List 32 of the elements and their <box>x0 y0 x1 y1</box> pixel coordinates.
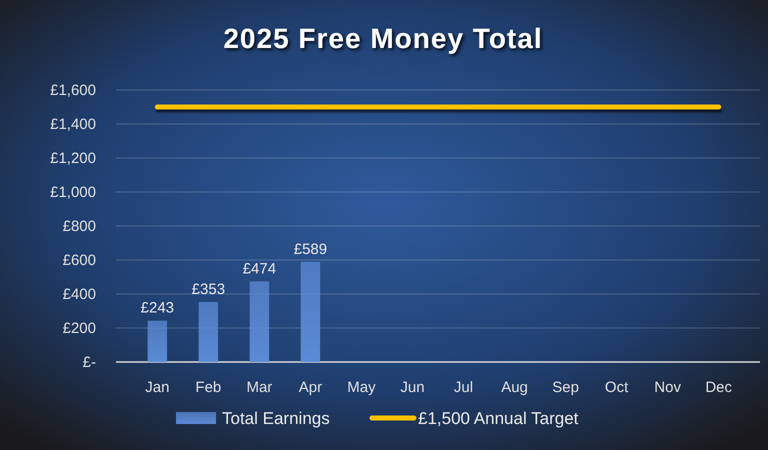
x-tick-label: May <box>347 379 376 396</box>
y-tick-label: £800 <box>62 218 96 235</box>
y-tick-label: £600 <box>62 252 96 269</box>
data-label: £589 <box>294 240 328 258</box>
x-tick-label: Jan <box>145 379 170 396</box>
bar <box>148 320 168 362</box>
chart-title: 2025 Free Money Total <box>223 23 543 54</box>
x-tick-label: Dec <box>705 379 732 396</box>
y-tick-label: £- <box>82 354 96 371</box>
x-tick-label: Apr <box>298 379 322 396</box>
x-tick-label: Oct <box>604 379 630 396</box>
y-tick-label: £1,000 <box>50 184 96 201</box>
legend-label: £1,500 Annual Target <box>418 409 579 428</box>
x-tick-label: Feb <box>195 379 222 396</box>
legend-label: Total Earnings <box>222 409 330 428</box>
data-label: £353 <box>192 280 226 298</box>
y-tick-label: £1,200 <box>50 150 96 167</box>
x-tick-label: Sep <box>552 379 579 396</box>
y-tick-label: £1,400 <box>50 116 96 133</box>
bar <box>300 262 320 362</box>
x-tick-label: Aug <box>501 379 528 396</box>
x-tick-label: Jul <box>454 379 474 396</box>
data-label: £243 <box>140 300 174 317</box>
x-tick-label: Nov <box>654 379 682 396</box>
x-tick-label: Jun <box>400 379 425 396</box>
x-tick-label: Mar <box>246 379 272 396</box>
y-tick-label: £1,600 <box>50 82 96 99</box>
bar <box>198 302 218 362</box>
bar <box>250 281 270 362</box>
data-label: £474 <box>242 260 276 278</box>
y-tick-label: £200 <box>62 320 96 337</box>
y-tick-label: £400 <box>62 286 96 303</box>
